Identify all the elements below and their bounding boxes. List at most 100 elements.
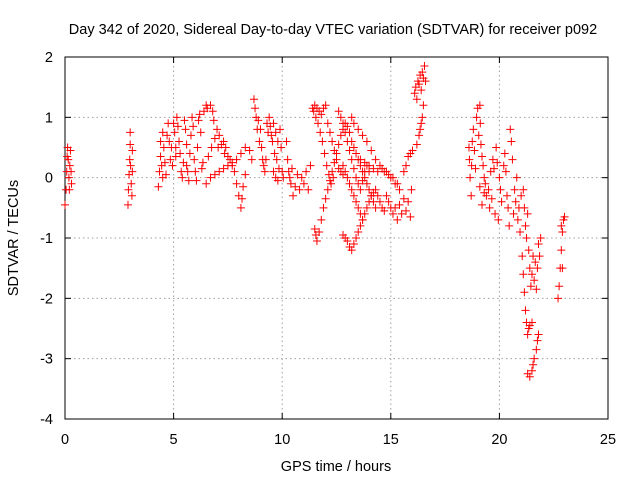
data-point: [365, 161, 374, 170]
data-point: [466, 173, 475, 182]
data-point: [408, 146, 417, 155]
y-tick-label: -2: [40, 291, 53, 307]
data-point: [555, 282, 564, 291]
data-point: [171, 143, 180, 152]
data-point: [499, 161, 508, 170]
data-point: [306, 161, 315, 170]
axis-ticks: [64, 56, 609, 420]
data-point: [354, 203, 363, 212]
data-point: [402, 161, 411, 170]
data-point: [525, 372, 534, 381]
data-point: [352, 173, 361, 182]
x-tick-label: 5: [170, 432, 178, 448]
data-point: [530, 354, 539, 363]
data-point: [239, 182, 248, 191]
data-point: [358, 215, 367, 224]
data-point: [407, 185, 416, 194]
data-point: [467, 191, 476, 200]
y-tick-label: -4: [40, 412, 53, 428]
data-point: [362, 203, 371, 212]
data-point: [269, 167, 278, 176]
data-point: [362, 137, 371, 146]
data-point: [330, 158, 339, 167]
data-point: [215, 167, 224, 176]
data-point: [527, 318, 536, 327]
data-point: [188, 113, 197, 122]
data-point: [558, 227, 567, 236]
data-point: [124, 185, 133, 194]
data-point: [345, 179, 354, 188]
data-point: [341, 128, 350, 137]
chart-title: Day 342 of 2020, Sidereal Day-to-day VTE…: [69, 22, 597, 38]
data-point: [223, 161, 232, 170]
data-point: [238, 194, 247, 203]
data-point: [501, 167, 510, 176]
data-point: [311, 113, 320, 122]
data-point: [232, 179, 241, 188]
data-point: [369, 164, 378, 173]
data-point: [334, 107, 343, 116]
data-point: [190, 155, 199, 164]
data-point: [322, 161, 331, 170]
data-point: [210, 170, 219, 179]
data-point: [260, 167, 269, 176]
data-point: [352, 234, 361, 242]
data-point: [481, 179, 490, 188]
data-point: [256, 125, 265, 134]
data-point: [310, 224, 319, 233]
data-point: [156, 137, 165, 146]
data-point: [65, 161, 74, 170]
data-point: [230, 167, 239, 176]
data-point: [343, 173, 352, 182]
data-point: [358, 176, 367, 185]
data-point: [219, 164, 228, 173]
data-point: [360, 158, 369, 167]
data-point: [163, 131, 172, 140]
data-point: [518, 252, 527, 261]
data-point: [321, 101, 330, 110]
data-point: [480, 188, 489, 197]
data-point: [358, 131, 367, 140]
data-point: [219, 137, 228, 146]
data-point: [304, 185, 313, 194]
data-point: [352, 149, 361, 158]
data-point: [126, 140, 135, 149]
data-point: [354, 227, 363, 236]
data-point: [297, 173, 306, 182]
data-point: [334, 140, 343, 149]
data-point: [511, 197, 520, 206]
data-point: [391, 203, 400, 212]
data-point: [378, 164, 387, 173]
data-point: [195, 110, 204, 119]
data-point: [165, 137, 174, 146]
data-point: [210, 134, 219, 143]
data-point: [302, 167, 311, 176]
data-point: [523, 330, 532, 339]
data-point: [476, 140, 485, 149]
x-tick-label: 25: [600, 432, 616, 448]
data-point: [128, 146, 137, 155]
data-point: [126, 161, 135, 170]
data-point: [395, 185, 404, 194]
data-point: [339, 119, 348, 128]
data-point: [367, 146, 376, 155]
data-point: [259, 161, 268, 170]
data-point: [289, 191, 298, 200]
tick-labels: 0 5 10 15 20 25 -4 -3 -2 -1 0 1 2: [40, 50, 616, 448]
data-point: [356, 185, 365, 194]
data-point: [472, 113, 481, 122]
data-point: [171, 152, 180, 161]
data-point: [245, 146, 254, 155]
data-point: [484, 185, 493, 194]
data-point: [496, 185, 505, 194]
data-point: [185, 149, 194, 158]
data-point: [471, 164, 480, 173]
data-point: [479, 161, 488, 170]
data-point: [349, 240, 358, 249]
data-point: [194, 116, 203, 125]
data-point: [399, 194, 408, 203]
data-point: [533, 336, 542, 345]
data-point: [382, 191, 391, 200]
